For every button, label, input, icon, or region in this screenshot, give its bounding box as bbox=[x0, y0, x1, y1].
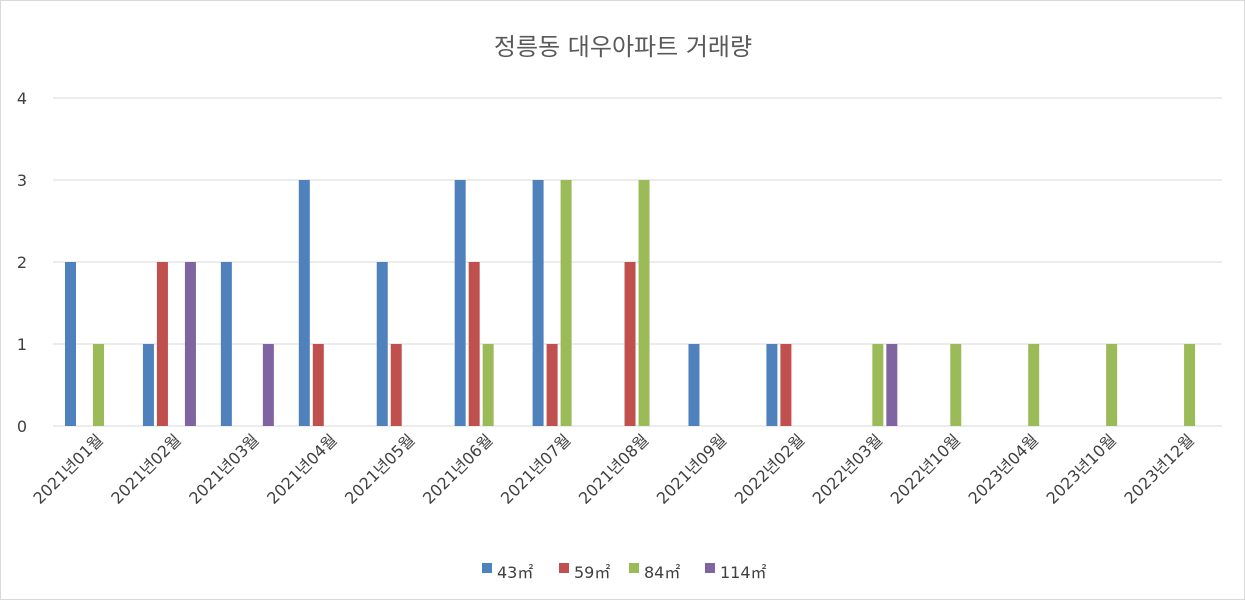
bar-2-7 bbox=[638, 180, 650, 426]
bar-2-13 bbox=[1106, 344, 1118, 426]
legend-label-0: 43㎡ bbox=[497, 563, 533, 582]
legend-label-2: 84㎡ bbox=[644, 563, 680, 582]
x-tick-label: 2023년10월 bbox=[1042, 430, 1119, 507]
bar-0-5 bbox=[454, 180, 466, 426]
x-tick-label: 2022년03월 bbox=[809, 430, 886, 507]
bar-3-1 bbox=[184, 262, 196, 426]
x-tick-label: 2021년01월 bbox=[29, 430, 106, 507]
legend: 43㎡ 59㎡ 84㎡ 114㎡ bbox=[482, 563, 767, 582]
bar-1-5 bbox=[468, 262, 480, 426]
bar-2-11 bbox=[950, 344, 962, 426]
y-tick-label: 0 bbox=[17, 417, 27, 436]
legend-swatch-3 bbox=[705, 563, 715, 573]
x-tick-label: 2023년04월 bbox=[965, 430, 1042, 507]
bar-0-4 bbox=[376, 262, 388, 426]
x-tick-label: 2021년02월 bbox=[107, 430, 184, 507]
legend-label-3: 114㎡ bbox=[720, 563, 767, 582]
bar-0-0 bbox=[65, 262, 76, 426]
gridlines bbox=[53, 97, 1222, 427]
bar-0-2 bbox=[220, 262, 232, 426]
x-tick-label: 2021년05월 bbox=[341, 430, 418, 507]
bar-2-5 bbox=[482, 344, 494, 426]
bar-0-8 bbox=[688, 344, 700, 426]
bar-0-3 bbox=[298, 180, 310, 426]
x-tick-label: 2021년07월 bbox=[497, 430, 574, 507]
legend-swatch-1 bbox=[559, 563, 569, 573]
y-tick-label: 1 bbox=[17, 335, 27, 354]
y-axis: 0 1 2 3 4 bbox=[17, 89, 27, 436]
y-tick-label: 2 bbox=[17, 253, 27, 272]
bar-2-12 bbox=[1028, 344, 1040, 426]
x-tick-label: 2023년12월 bbox=[1120, 430, 1197, 507]
bar-3-10 bbox=[886, 344, 898, 426]
x-tick-label: 2022년10월 bbox=[887, 430, 964, 507]
x-tick-label: 2021년03월 bbox=[185, 430, 262, 507]
bar-1-6 bbox=[546, 344, 558, 426]
chart-title: 정릉동 대우아파트 거래량 bbox=[494, 33, 752, 61]
x-tick-label: 2021년04월 bbox=[263, 430, 340, 507]
x-tick-label: 2021년08월 bbox=[575, 430, 652, 507]
bar-2-14 bbox=[1184, 344, 1196, 426]
bar-1-9 bbox=[780, 344, 792, 426]
x-tick-label: 2022년02월 bbox=[731, 430, 808, 507]
y-tick-label: 3 bbox=[17, 171, 27, 190]
x-tick-label: 2021년06월 bbox=[419, 430, 496, 507]
x-tick-label: 2021년09월 bbox=[653, 430, 730, 507]
bar-1-1 bbox=[156, 262, 168, 426]
legend-swatch-0 bbox=[482, 563, 492, 573]
bars bbox=[65, 180, 1196, 426]
legend-swatch-2 bbox=[629, 563, 639, 573]
bar-1-3 bbox=[312, 344, 324, 426]
bar-1-4 bbox=[390, 344, 402, 426]
legend-label-1: 59㎡ bbox=[574, 563, 610, 582]
y-tick-label: 4 bbox=[17, 89, 27, 108]
bar-1-7 bbox=[624, 262, 636, 426]
bar-0-9 bbox=[766, 344, 778, 426]
bar-2-0 bbox=[93, 344, 104, 426]
bar-0-1 bbox=[142, 344, 154, 426]
bar-2-6 bbox=[560, 180, 572, 426]
bar-0-6 bbox=[532, 180, 544, 426]
bar-3-2 bbox=[262, 344, 274, 426]
bar-2-10 bbox=[872, 344, 884, 426]
x-axis: 2021년01월 2021년02월 2021년03월 2021년04월 2021년05월… bbox=[29, 430, 1198, 507]
